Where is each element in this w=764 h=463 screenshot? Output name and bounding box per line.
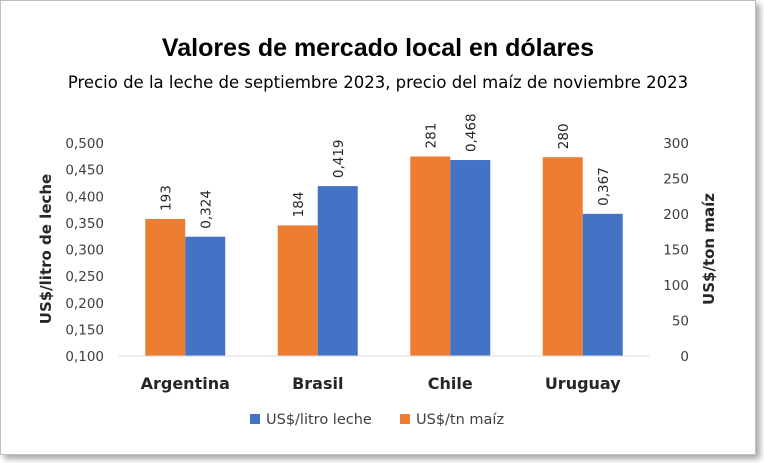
data-label-leche: 0,468 (463, 113, 479, 152)
category-label: Argentina (141, 374, 230, 393)
data-label-leche: 0,419 (331, 139, 347, 178)
bar-leche (450, 160, 491, 356)
chart-subtitle: Precio de la leche de septiembre 2023, p… (68, 73, 688, 92)
bar-leche (317, 186, 358, 356)
data-label-maiz: 193 (158, 185, 174, 211)
category-label: Uruguay (545, 374, 621, 393)
bar-maiz (542, 157, 583, 356)
left-tick-label: 0,300 (65, 243, 104, 259)
bar-maiz (145, 218, 186, 356)
legend-swatch-leche (250, 414, 260, 424)
data-label-maiz: 281 (423, 123, 439, 149)
bars (145, 156, 623, 356)
chart-title: Valores de mercado local en dólares (162, 34, 594, 62)
left-tick-label: 0,250 (65, 269, 104, 285)
category-label: Chile (428, 374, 473, 393)
left-tick-label: 0,350 (65, 216, 104, 232)
right-tick-label: 200 (663, 207, 689, 223)
right-tick-label: 100 (663, 278, 689, 294)
left-tick-label: 0,100 (65, 349, 104, 365)
bar-leche (582, 213, 623, 356)
data-label-maiz: 280 (556, 123, 572, 149)
left-tick-label: 0,450 (65, 163, 104, 179)
category-labels: Argentina Brasil Chile Uruguay (141, 374, 622, 393)
category-label: Brasil (292, 374, 343, 393)
left-tick-label: 0,500 (65, 136, 104, 152)
data-label-leche: 0,324 (198, 190, 214, 229)
left-tick-label: 0,400 (65, 189, 104, 205)
legend-label-leche: US$/litro leche (266, 412, 372, 428)
right-tick-label: 150 (663, 243, 689, 259)
left-axis-ticks: 0,100 0,150 0,200 0,250 0,300 0,350 0,400 0,450… (65, 136, 104, 365)
data-label-maiz: 184 (291, 192, 307, 218)
left-tick-label: 0,200 (65, 296, 104, 312)
bar-maiz (410, 156, 451, 356)
data-labels: 193 0,324 184 0,419 281 0,468 280 0,367 (158, 113, 612, 228)
right-axis-ticks: 0 50 100 150 200 250 300 (663, 136, 689, 365)
bar-maiz (277, 225, 318, 356)
right-axis-title: US$/ton maíz (700, 193, 718, 305)
right-tick-label: 0 (680, 349, 689, 365)
right-tick-label: 50 (672, 314, 689, 330)
left-tick-label: 0,150 (65, 322, 104, 338)
chart: Valores de mercado local en dólares Prec… (37, 34, 718, 428)
legend: US$/litro leche US$/tn maíz (250, 412, 504, 428)
legend-label-maiz: US$/tn maíz (416, 412, 504, 428)
data-label-leche: 0,367 (596, 167, 612, 206)
right-tick-label: 300 (663, 136, 689, 152)
legend-swatch-maiz (400, 414, 410, 424)
bar-leche (185, 236, 226, 356)
right-tick-label: 250 (663, 172, 689, 188)
left-axis-title: US$/litro de leche (37, 174, 55, 324)
chart-frame: Valores de mercado local en dólares Prec… (0, 0, 756, 455)
